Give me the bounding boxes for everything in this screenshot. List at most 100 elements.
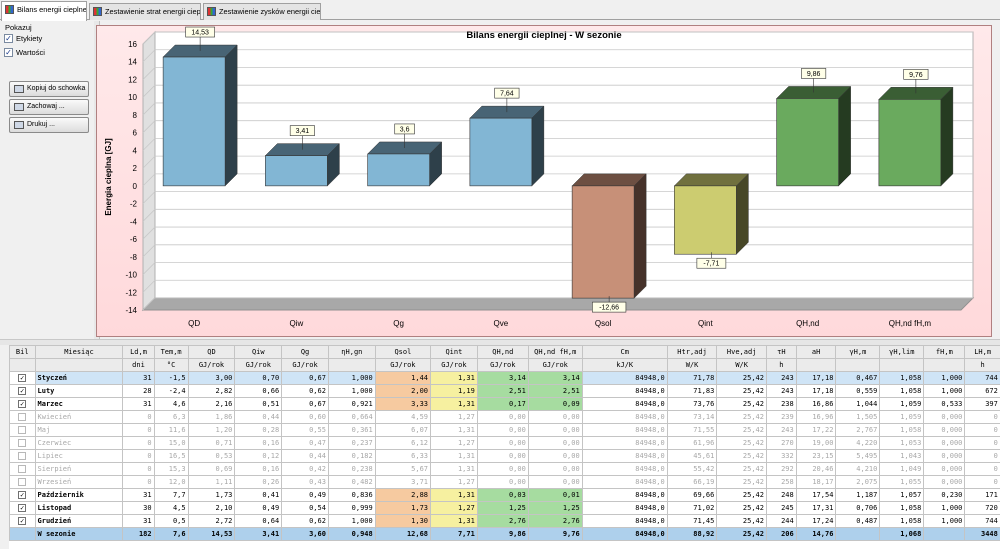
y-gridline-side [142,84,156,98]
table-cell: 1,059 [879,410,925,424]
table-cell: 1,25 [527,501,583,515]
table-cell: 1,73 [187,488,236,502]
table-cell: 0,71 [187,436,236,450]
row-checkbox-cell[interactable]: ✓ [9,488,36,502]
table-cell: 0,41 [234,488,283,502]
y-tick-label: 16 [128,40,137,49]
row-checkbox[interactable] [18,478,27,486]
row-checkbox[interactable]: ✓ [18,387,27,395]
table-cell: 1,044 [835,397,881,411]
table-cell: 0,00 [527,410,583,424]
table-cell: 3,14 [476,371,529,385]
value-label-box [394,123,415,135]
print-button-label: Drukuj ... [27,121,56,128]
row-checkbox[interactable]: ✓ [18,517,27,525]
print-button[interactable]: Drukuj ... [9,117,89,133]
row-checkbox[interactable] [18,413,27,421]
table-row[interactable]: ✓ Luty 28 -2,4 2,82 0,66 0,62 1,000 2,00 1,19 2,51… [9,384,1000,398]
table-cell: 1,44 [374,371,432,385]
horizontal-splitter[interactable] [0,339,1000,345]
table-row[interactable]: Lipiec 0 16,5 0,53 0,12 0,44 0,182 6,33 1,31 0,00… [9,449,1000,463]
column-header: τH [765,345,797,359]
copy-button-label: Kopiuj do schowka [27,85,86,92]
row-checkbox-cell[interactable]: ✓ [9,501,36,515]
row-checkbox-cell[interactable] [9,449,36,463]
table-cell: 19,00 [795,436,837,450]
table-row[interactable]: ✓ Listopad 30 4,5 2,10 0,49 0,54 0,999 1,73 1,27 1… [9,501,1000,515]
table-cell: 0 [122,475,155,489]
row-checkbox[interactable]: ✓ [18,374,27,382]
row-checkbox-cell[interactable] [9,475,36,489]
column-header: QH,nd fH,m [527,345,583,359]
table-cell: 0,01 [527,488,583,502]
labels-checkbox[interactable]: ✓ Etykiety [4,34,42,43]
table-cell: 0,361 [327,423,376,437]
table-row[interactable]: ✓ Grudzień 31 0,5 2,72 0,64 0,62 1,000 1,30 1,31 2… [9,514,1000,528]
table-cell: 239 [765,410,797,424]
row-checkbox-cell[interactable]: ✓ [9,371,36,385]
table-cell: 0,182 [327,449,376,463]
bar [571,185,635,299]
table-cell: 0,53 [187,449,236,463]
copy-to-clipboard-button[interactable]: Kopiuj do schowka [9,81,89,97]
row-checkbox-cell[interactable] [9,462,36,476]
bar [367,153,430,187]
table-cell: 84948,0 [581,501,668,515]
row-checkbox[interactable] [18,439,27,447]
month-name-cell: Maj [34,423,124,437]
column-header [327,358,376,372]
tab-heat-gains[interactable]: Zestawienie zysków energii cieplnej [203,3,321,20]
table-row[interactable]: ✓ Marzec 31 4,6 2,16 0,51 0,67 0,921 3,33 1,31 0,1… [9,397,1000,411]
row-checkbox[interactable] [18,426,27,434]
table-cell: 245 [765,501,797,515]
table-cell: 1,000 [923,371,966,385]
row-checkbox-cell[interactable] [9,423,36,437]
row-checkbox[interactable]: ✓ [18,400,27,408]
row-checkbox[interactable]: ✓ [18,504,27,512]
table-cell: 25,42 [716,410,767,424]
table-cell: 0,51 [234,397,283,411]
table-row[interactable]: Kwiecień 0 6,3 1,86 0,44 0,60 0,664 4,59 1,27 0,0… [9,410,1000,424]
table-cell: 25,42 [716,475,767,489]
table-cell: 672 [964,384,1000,398]
row-checkbox[interactable]: ✓ [18,491,27,499]
row-checkbox-cell[interactable]: ✓ [9,384,36,398]
y-tick-label: -14 [125,306,137,315]
table-cell: 69,66 [666,488,718,502]
table-cell: 1,19 [430,384,478,398]
bar [469,117,533,187]
table-row[interactable]: Maj 0 11,6 1,20 0,28 0,55 0,361 6,07 1,31 0,00 0,0… [9,423,1000,437]
summary-cell: 9,76 [527,527,583,541]
value-label-box [289,125,315,136]
y-axis-label: Energia cieplna [GJ] [104,138,113,216]
row-checkbox-cell[interactable] [9,410,36,424]
values-checkbox[interactable]: ✓ Wartości [4,48,45,57]
y-tick-label: -6 [130,235,138,244]
column-header: kJ/K [581,358,668,372]
table-cell: 1,31 [430,371,478,385]
table-cell: 270 [765,436,797,450]
tab-energy-balance[interactable]: Bilans energii cieplnej [1,1,87,21]
row-checkbox-cell[interactable]: ✓ [9,514,36,528]
row-checkbox-cell[interactable]: ✓ [9,397,36,411]
summary-cell: 84948,0 [581,527,668,541]
row-checkbox[interactable] [18,452,27,460]
save-button-label: Zachowaj ... [27,103,65,110]
y-gridline-side [142,138,156,151]
checkbox-check-icon: ✓ [4,34,13,43]
table-cell: 243 [765,384,797,398]
save-button[interactable]: Zachowaj ... [9,99,89,115]
table-cell: 3,14 [527,371,583,385]
row-checkbox[interactable] [18,465,27,473]
table-row[interactable]: ✓ Styczeń 31 -1,5 3,00 0,70 0,67 1,000 1,44 1,31 3… [9,371,1000,385]
table-row[interactable]: Sierpień 0 15,3 0,69 0,16 0,42 0,238 5,67 1,31 0,… [9,462,1000,476]
row-checkbox-cell[interactable] [9,436,36,450]
table-cell: 1,058 [879,423,925,437]
tab-heat-losses[interactable]: Zestawienie strat energii cieplnej [89,3,201,20]
table-cell: 244 [765,514,797,528]
table-header-row: Bil Miesiąc Ld,m Tem,m QD Qiw Qg ηH,gn Qsol Qint Q… [9,345,1000,359]
table-row[interactable]: Wrzesień 0 12,0 1,11 0,26 0,43 0,482 3,71 1,27 0,… [9,475,1000,489]
table-row[interactable]: ✓ Październik 31 7,7 1,73 0,41 0,49 0,836 2,88 1,… [9,488,1000,502]
table-cell: 2,51 [476,384,529,398]
table-row[interactable]: Czerwiec 0 15,0 0,71 0,16 0,47 0,237 6,12 1,27 0,… [9,436,1000,450]
